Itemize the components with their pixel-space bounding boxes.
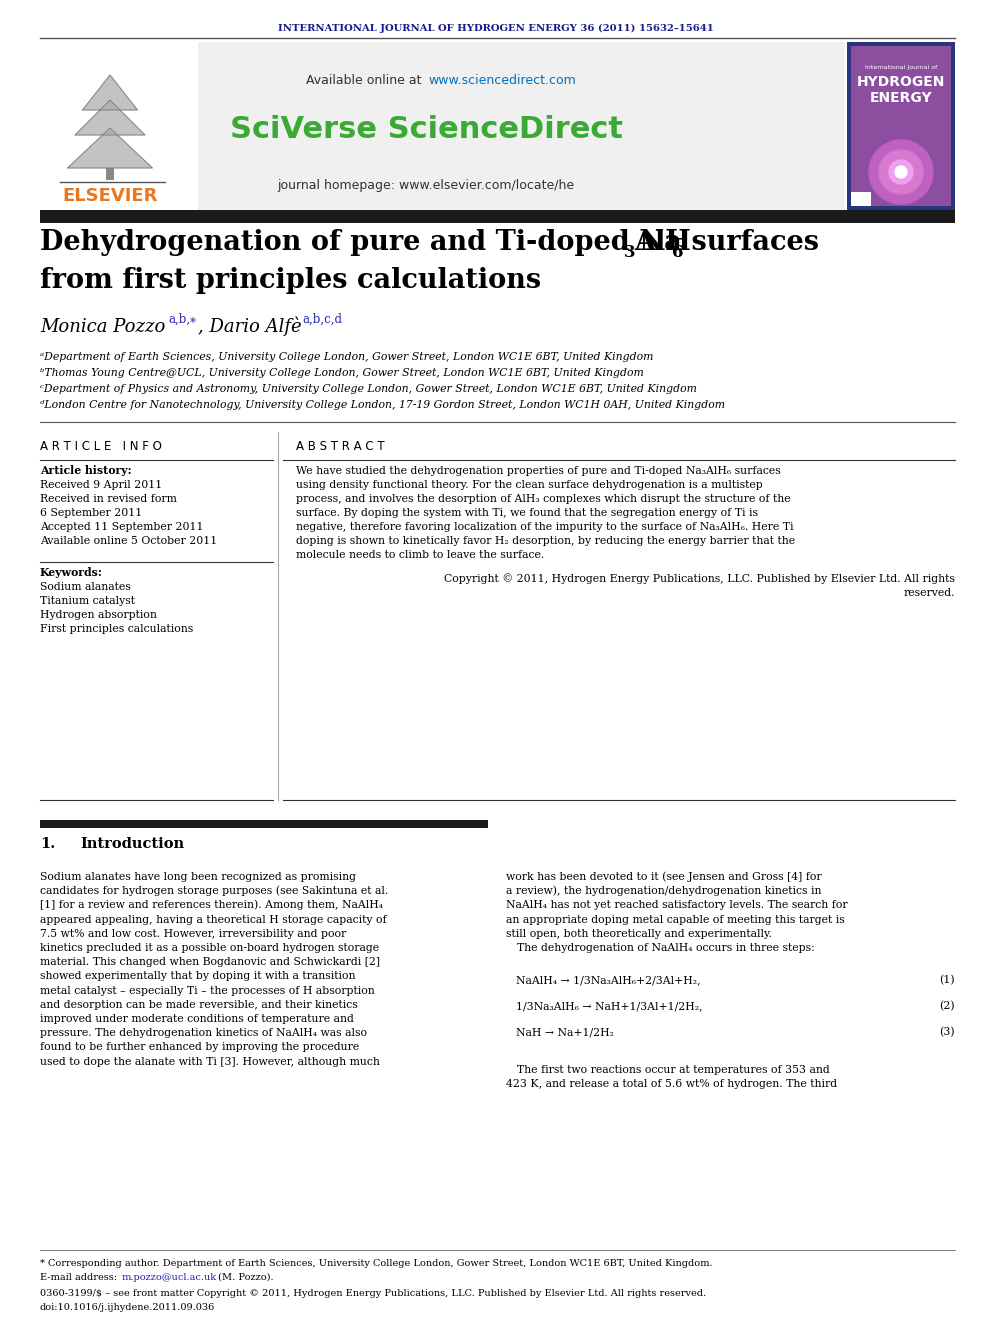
- Text: candidates for hydrogen storage purposes (see Sakintuna et al.: candidates for hydrogen storage purposes…: [40, 885, 388, 896]
- Text: a review), the hydrogenation/dehydrogenation kinetics in: a review), the hydrogenation/dehydrogena…: [506, 885, 821, 896]
- Text: an appropriate doping metal capable of meeting this target is: an appropriate doping metal capable of m…: [506, 914, 845, 925]
- Bar: [851, 192, 871, 206]
- Text: The dehydrogenation of NaAlH₄ occurs in three steps:: The dehydrogenation of NaAlH₄ occurs in …: [506, 943, 814, 953]
- Text: International Journal of: International Journal of: [865, 65, 937, 70]
- Text: Keywords:: Keywords:: [40, 568, 103, 578]
- Text: surfaces: surfaces: [682, 229, 819, 255]
- Bar: [40, 820, 487, 828]
- Text: 3: 3: [624, 243, 636, 261]
- Text: Accepted 11 September 2011: Accepted 11 September 2011: [40, 523, 203, 532]
- Text: NaAlH₄ has not yet reached satisfactory levels. The search for: NaAlH₄ has not yet reached satisfactory …: [506, 901, 847, 910]
- Text: Copyright © 2011, Hydrogen Energy Publications, LLC. Published by Elsevier Ltd. : Copyright © 2011, Hydrogen Energy Public…: [444, 573, 955, 583]
- Text: ELSEVIER: ELSEVIER: [62, 187, 158, 205]
- Text: NaAlH₄ → 1/3Na₃AlH₆+2/3Al+H₂,: NaAlH₄ → 1/3Na₃AlH₆+2/3Al+H₂,: [516, 975, 700, 986]
- Text: HYDROGEN: HYDROGEN: [857, 75, 945, 89]
- Circle shape: [889, 160, 913, 184]
- Text: doping is shown to kinetically favor H₂ desorption, by reducing the energy barri: doping is shown to kinetically favor H₂ …: [296, 536, 796, 546]
- Text: ⁎: ⁎: [190, 314, 196, 325]
- Text: using density functional theory. For the clean surface dehydrogenation is a mult: using density functional theory. For the…: [296, 480, 763, 490]
- Polygon shape: [67, 128, 153, 168]
- Text: Article history:: Article history:: [40, 464, 132, 476]
- Text: ᵈLondon Centre for Nanotechnology, University College London, 17-19 Gordon Stree: ᵈLondon Centre for Nanotechnology, Unive…: [40, 400, 725, 410]
- Text: SciVerse ScienceDirect: SciVerse ScienceDirect: [229, 115, 623, 144]
- Circle shape: [869, 140, 933, 204]
- Text: journal homepage: www.elsevier.com/locate/he: journal homepage: www.elsevier.com/locat…: [278, 180, 574, 193]
- Text: (1): (1): [939, 975, 955, 986]
- Text: process, and involves the desorption of AlH₃ complexes which disrupt the structu: process, and involves the desorption of …: [296, 493, 791, 504]
- Text: ᵇThomas Young Centre@UCL, University College London, Gower Street, London WC1E 6: ᵇThomas Young Centre@UCL, University Col…: [40, 368, 644, 378]
- Text: Titanium catalyst: Titanium catalyst: [40, 595, 135, 606]
- Bar: [40, 210, 955, 224]
- Text: INTERNATIONAL JOURNAL OF HYDROGEN ENERGY 36 (2011) 15632–15641: INTERNATIONAL JOURNAL OF HYDROGEN ENERGY…: [278, 24, 714, 33]
- Text: ᵃDepartment of Earth Sciences, University College London, Gower Street, London W: ᵃDepartment of Earth Sciences, Universit…: [40, 352, 654, 363]
- Text: A R T I C L E   I N F O: A R T I C L E I N F O: [40, 441, 162, 452]
- Text: Received in revised form: Received in revised form: [40, 493, 177, 504]
- Polygon shape: [82, 75, 138, 110]
- Text: Dehydrogenation of pure and Ti-doped Na: Dehydrogenation of pure and Ti-doped Na: [40, 229, 682, 255]
- Text: ᶜDepartment of Physics and Astronomy, University College London, Gower Street, L: ᶜDepartment of Physics and Astronomy, Un…: [40, 384, 697, 394]
- Text: material. This changed when Bogdanovic and Schwickardi [2]: material. This changed when Bogdanovic a…: [40, 958, 380, 967]
- Text: 1/3Na₃AlH₆ → NaH+1/3Al+1/2H₂,: 1/3Na₃AlH₆ → NaH+1/3Al+1/2H₂,: [516, 1002, 702, 1011]
- Text: Hydrogen absorption: Hydrogen absorption: [40, 610, 157, 620]
- Bar: [106, 168, 114, 180]
- Text: negative, therefore favoring localization of the impurity to the surface of Na₃A: negative, therefore favoring localizatio…: [296, 523, 794, 532]
- Text: Introduction: Introduction: [80, 837, 185, 851]
- Text: doi:10.1016/j.ijhydene.2011.09.036: doi:10.1016/j.ijhydene.2011.09.036: [40, 1303, 215, 1312]
- Text: AlH: AlH: [634, 229, 690, 255]
- Text: a,b,: a,b,: [168, 314, 190, 325]
- Text: from first principles calculations: from first principles calculations: [40, 267, 541, 294]
- Text: appeared appealing, having a theoretical H storage capacity of: appeared appealing, having a theoretical…: [40, 914, 387, 925]
- Text: (M. Pozzo).: (M. Pozzo).: [215, 1273, 274, 1282]
- Text: NaH → Na+1/2H₂: NaH → Na+1/2H₂: [516, 1027, 614, 1037]
- Text: still open, both theoretically and experimentally.: still open, both theoretically and exper…: [506, 929, 772, 939]
- Text: 6: 6: [672, 243, 683, 261]
- Text: The first two reactions occur at temperatures of 353 and: The first two reactions occur at tempera…: [506, 1065, 829, 1076]
- Bar: [40, 42, 195, 210]
- Text: metal catalyst – especially Ti – the processes of H absorption: metal catalyst – especially Ti – the pro…: [40, 986, 375, 996]
- Text: Sodium alanates: Sodium alanates: [40, 582, 131, 591]
- Text: First principles calculations: First principles calculations: [40, 624, 193, 634]
- Text: surface. By doping the system with Ti, we found that the segregation energy of T: surface. By doping the system with Ti, w…: [296, 508, 758, 519]
- Text: Available online 5 October 2011: Available online 5 October 2011: [40, 536, 217, 546]
- Text: found to be further enhanced by improving the procedure: found to be further enhanced by improvin…: [40, 1043, 359, 1052]
- Text: work has been devoted to it (see Jensen and Gross [4] for: work has been devoted to it (see Jensen …: [506, 872, 821, 882]
- Text: reserved.: reserved.: [904, 587, 955, 598]
- Text: www.sciencedirect.com: www.sciencedirect.com: [428, 74, 575, 86]
- Text: pressure. The dehydrogenation kinetics of NaAlH₄ was also: pressure. The dehydrogenation kinetics o…: [40, 1028, 367, 1039]
- Text: used to dope the alanate with Ti [3]. However, although much: used to dope the alanate with Ti [3]. Ho…: [40, 1057, 380, 1066]
- Bar: [198, 42, 845, 210]
- Text: a,b,c,d: a,b,c,d: [302, 314, 342, 325]
- Text: 1.: 1.: [40, 837, 56, 851]
- Text: improved under moderate conditions of temperature and: improved under moderate conditions of te…: [40, 1013, 354, 1024]
- Text: , Dario Alfè: , Dario Alfè: [198, 316, 302, 336]
- Text: showed experimentally that by doping it with a transition: showed experimentally that by doping it …: [40, 971, 355, 982]
- Bar: [851, 46, 951, 206]
- Text: Sodium alanates have long been recognized as promising: Sodium alanates have long been recognize…: [40, 872, 356, 882]
- Text: E-mail address:: E-mail address:: [40, 1273, 120, 1282]
- Text: 6 September 2011: 6 September 2011: [40, 508, 142, 519]
- Text: and desorption can be made reversible, and their kinetics: and desorption can be made reversible, a…: [40, 1000, 358, 1009]
- Text: We have studied the dehydrogenation properties of pure and Ti-doped Na₃AlH₆ surf: We have studied the dehydrogenation prop…: [296, 466, 781, 476]
- Text: 7.5 wt% and low cost. However, irreversibility and poor: 7.5 wt% and low cost. However, irreversi…: [40, 929, 346, 939]
- Text: Monica Pozzo: Monica Pozzo: [40, 318, 166, 336]
- Text: (3): (3): [939, 1027, 955, 1037]
- Polygon shape: [75, 101, 145, 135]
- Text: 423 K, and release a total of 5.6 wt% of hydrogen. The third: 423 K, and release a total of 5.6 wt% of…: [506, 1080, 837, 1089]
- Circle shape: [895, 165, 907, 179]
- Text: * Corresponding author. Department of Earth Sciences, University College London,: * Corresponding author. Department of Ea…: [40, 1259, 712, 1267]
- Bar: [847, 42, 955, 210]
- Text: ENERGY: ENERGY: [870, 91, 932, 105]
- Text: molecule needs to climb to leave the surface.: molecule needs to climb to leave the sur…: [296, 550, 545, 560]
- Text: (2): (2): [939, 1002, 955, 1011]
- Text: m.pozzo@ucl.ac.uk: m.pozzo@ucl.ac.uk: [122, 1273, 217, 1282]
- Text: A B S T R A C T: A B S T R A C T: [296, 441, 385, 452]
- Text: 0360-3199/$ – see front matter Copyright © 2011, Hydrogen Energy Publications, L: 0360-3199/$ – see front matter Copyright…: [40, 1289, 706, 1298]
- Text: [1] for a review and references therein). Among them, NaAlH₄: [1] for a review and references therein)…: [40, 900, 383, 910]
- Text: Available online at: Available online at: [307, 74, 426, 86]
- Text: kinetics precluded it as a possible on-board hydrogen storage: kinetics precluded it as a possible on-b…: [40, 943, 379, 953]
- Circle shape: [879, 149, 923, 194]
- Text: Received 9 April 2011: Received 9 April 2011: [40, 480, 163, 490]
